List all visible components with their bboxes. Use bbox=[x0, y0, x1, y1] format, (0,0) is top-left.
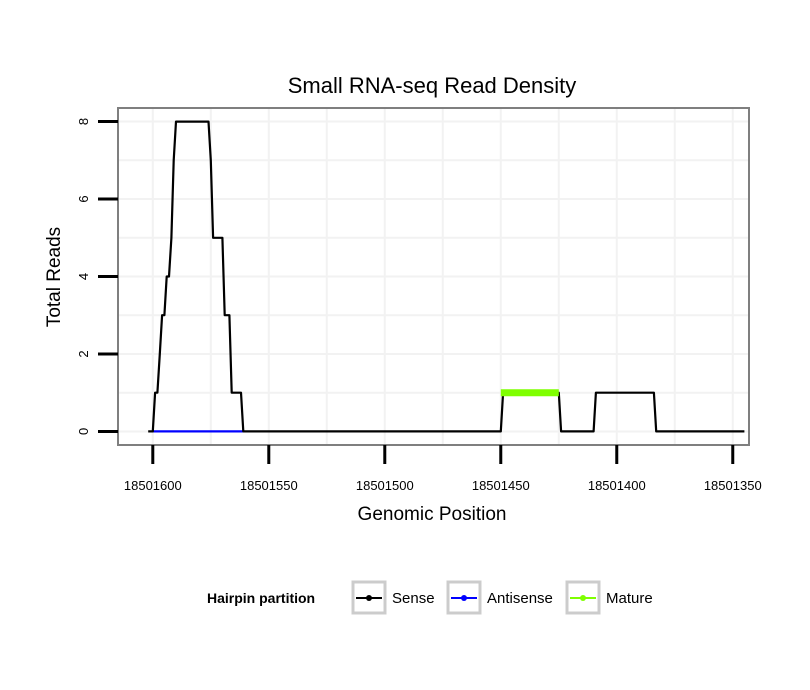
legend-label-sense: Sense bbox=[392, 590, 435, 607]
x-tick-label: 18501400 bbox=[588, 478, 646, 493]
y-axis: 0 2 4 6 8 bbox=[76, 118, 118, 435]
x-tick-label: 18501600 bbox=[124, 478, 182, 493]
y-tick-label: 8 bbox=[76, 118, 91, 125]
x-tick-label: 18501500 bbox=[356, 478, 414, 493]
y-axis-title: Total Reads bbox=[44, 227, 65, 327]
x-axis-title: Genomic Position bbox=[358, 504, 507, 525]
legend-item-antisense: Antisense bbox=[446, 580, 553, 615]
legend: Hairpin partition Sense Antisense Mature bbox=[207, 580, 653, 615]
x-axis: 18501600 18501550 18501500 18501450 18501400… bbox=[124, 445, 762, 493]
x-tick-label: 18501350 bbox=[704, 478, 762, 493]
series-line-sense bbox=[148, 120, 745, 433]
legend-point-mature bbox=[580, 595, 586, 601]
legend-point-antisense bbox=[461, 595, 467, 601]
series-lines bbox=[148, 120, 745, 433]
legend-point-sense bbox=[366, 595, 372, 601]
x-tick-label: 18501550 bbox=[240, 478, 298, 493]
chart-title: Small RNA-seq Read Density bbox=[288, 73, 577, 98]
grid-lines bbox=[119, 109, 748, 444]
legend-label-antisense: Antisense bbox=[487, 590, 553, 607]
y-tick-label: 4 bbox=[76, 273, 91, 280]
legend-item-sense: Sense bbox=[351, 580, 435, 615]
y-tick-label: 2 bbox=[76, 350, 91, 357]
x-tick-label: 18501450 bbox=[472, 478, 530, 493]
legend-item-mature: Mature bbox=[565, 580, 653, 615]
legend-title: Hairpin partition bbox=[207, 590, 315, 606]
y-tick-label: 6 bbox=[76, 195, 91, 202]
y-tick-label: 0 bbox=[76, 428, 91, 435]
legend-label-mature: Mature bbox=[606, 590, 653, 607]
